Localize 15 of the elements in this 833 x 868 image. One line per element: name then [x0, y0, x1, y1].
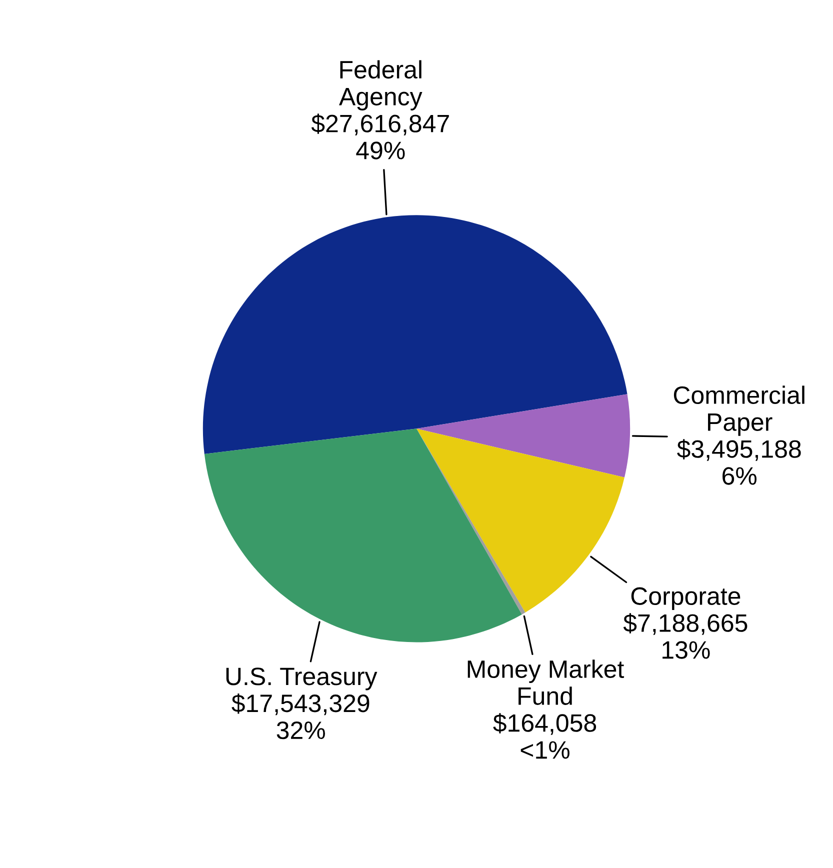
pie-slice [416, 428, 624, 612]
data-label: $3,495,188 6% [677, 439, 801, 485]
slice-label: U.S. Treasury [226, 668, 378, 690]
data-label: $7,188,665 13% [623, 613, 748, 659]
pie-slice [204, 428, 522, 642]
data-label: $17,543,329 32% [232, 693, 370, 740]
pie-slice [416, 394, 630, 478]
data-label: $27,616,847 49% [311, 114, 449, 160]
pie-slice [416, 428, 526, 614]
data-label: $164,058 <1% [493, 713, 596, 759]
slice-label: Corporate [631, 587, 740, 610]
slice-label: Commercial Paper [674, 386, 804, 436]
slice-label: Money Market Fund [468, 660, 624, 705]
pie-slice [202, 215, 628, 454]
slice-label: Federal Agency [338, 60, 422, 110]
